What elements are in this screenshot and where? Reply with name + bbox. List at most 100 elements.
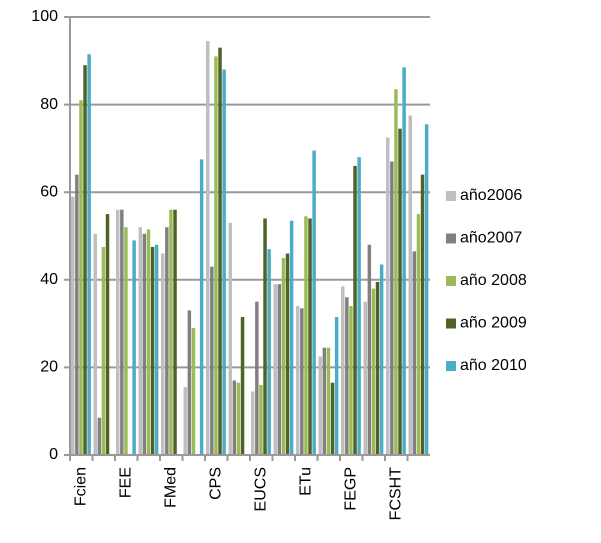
bar	[367, 244, 372, 455]
bar	[232, 380, 237, 455]
legend-label: año 2010	[460, 357, 527, 374]
bar	[371, 288, 376, 455]
bar	[296, 306, 300, 455]
y-tick-label: 80	[40, 96, 58, 113]
bar	[132, 240, 136, 455]
x-tick-label: ETu	[297, 467, 314, 496]
legend-swatch	[446, 276, 456, 286]
x-tick-label: FEGP	[342, 467, 359, 511]
legend-swatch	[446, 361, 456, 371]
bar	[349, 306, 353, 455]
bar	[330, 382, 335, 455]
bar	[97, 417, 102, 455]
bar	[236, 382, 241, 455]
bar	[87, 54, 91, 455]
bar	[165, 227, 169, 455]
x-tick-label: Fcien	[72, 467, 89, 506]
bar	[386, 137, 390, 455]
bar	[353, 165, 357, 456]
y-tick-label: 40	[40, 271, 58, 288]
legend-swatch	[446, 318, 456, 329]
x-tick-label: FCSHT	[387, 467, 404, 521]
bar	[251, 391, 255, 455]
bar	[308, 218, 312, 455]
y-tick-label: 60	[40, 183, 58, 200]
bar	[105, 214, 110, 455]
bar	[93, 233, 97, 455]
x-tick-label: FMed	[162, 467, 179, 508]
bar	[101, 246, 106, 455]
bar	[191, 327, 196, 455]
bar	[263, 218, 267, 455]
x-tick-label: FEE	[117, 467, 134, 498]
bar	[318, 356, 322, 455]
bar	[267, 249, 271, 455]
bar	[187, 310, 192, 455]
bar	[75, 174, 79, 455]
bar	[71, 196, 75, 455]
bar	[375, 281, 380, 455]
bar	[408, 115, 412, 456]
legend-swatch	[446, 191, 456, 201]
legend-label: año2007	[460, 230, 522, 247]
bar	[394, 89, 398, 456]
bar	[138, 227, 142, 455]
bar	[334, 317, 339, 455]
bar	[341, 286, 345, 455]
bar	[304, 216, 308, 455]
legend-label: año2006	[460, 187, 522, 204]
legend-label: año 2008	[460, 272, 527, 289]
bar	[150, 246, 155, 455]
bar	[363, 301, 367, 455]
bar	[402, 67, 406, 456]
bar	[416, 214, 421, 455]
bar	[322, 347, 327, 455]
bar	[424, 124, 429, 455]
y-tick-label: 20	[40, 359, 58, 376]
bar	[277, 284, 282, 455]
bar	[326, 347, 331, 455]
legend-label: año 2009	[460, 315, 527, 332]
bar	[289, 220, 294, 455]
bar	[345, 297, 349, 455]
y-tick-label: 100	[31, 8, 58, 25]
bar	[142, 233, 147, 455]
bar	[79, 100, 83, 455]
bar	[420, 174, 425, 455]
bar	[154, 244, 159, 455]
bar	[379, 264, 384, 455]
bar	[390, 161, 394, 456]
bar	[357, 157, 361, 455]
bar	[199, 159, 204, 455]
bar	[412, 251, 417, 455]
x-tick-label: CPS	[207, 467, 224, 500]
bar	[218, 47, 222, 455]
bar	[120, 209, 124, 455]
bar	[183, 387, 187, 455]
bar	[210, 266, 214, 455]
bar	[228, 222, 232, 455]
bar	[116, 209, 120, 455]
bar	[169, 209, 173, 455]
bar	[146, 229, 151, 455]
bar	[124, 227, 128, 455]
bar	[259, 384, 263, 455]
bar	[222, 69, 226, 455]
x-tick-label: EUCS	[252, 467, 269, 511]
legend-swatch	[446, 233, 456, 244]
bar	[273, 284, 277, 455]
bar	[206, 41, 210, 456]
bar	[214, 56, 218, 456]
bar	[255, 301, 259, 455]
bar	[398, 128, 402, 455]
bar	[161, 253, 165, 455]
bar	[173, 209, 177, 455]
bar	[300, 308, 304, 455]
bar	[312, 150, 316, 455]
bar	[240, 317, 245, 455]
y-tick-label: 0	[49, 446, 58, 463]
bar	[281, 257, 286, 455]
bar	[83, 65, 87, 456]
bar	[285, 253, 290, 455]
